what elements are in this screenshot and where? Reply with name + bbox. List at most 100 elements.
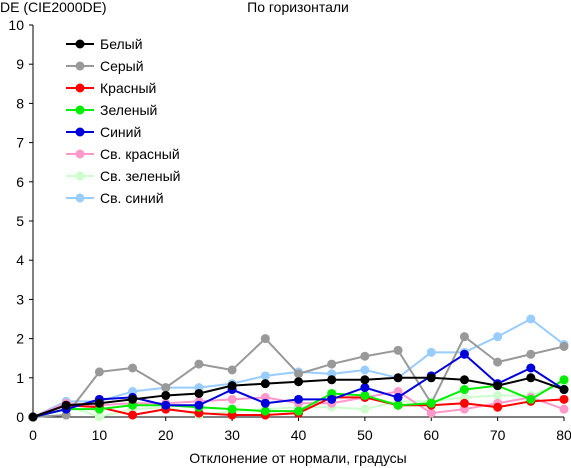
data-point xyxy=(426,398,436,408)
data-point xyxy=(493,390,503,400)
x-tick-label: 30 xyxy=(224,427,240,443)
legend-item: Св. зеленый xyxy=(66,168,180,184)
data-point xyxy=(227,365,237,375)
data-point xyxy=(559,404,569,414)
data-point xyxy=(227,404,237,414)
data-point xyxy=(294,406,303,416)
legend-label: Св. синий xyxy=(100,190,164,206)
legend-item: Белый xyxy=(66,36,143,52)
data-point xyxy=(493,381,503,391)
data-point xyxy=(294,369,303,379)
y-tick-label: 10 xyxy=(8,17,24,33)
y-tick-label: 2 xyxy=(16,331,24,347)
y-tick-label: 8 xyxy=(16,95,24,111)
y-tick-label: 5 xyxy=(16,213,24,229)
y-tick-label: 1 xyxy=(16,370,24,386)
x-axis-label: Отклонение от нормали, градусы xyxy=(189,450,406,466)
data-point xyxy=(426,347,436,357)
data-point xyxy=(61,400,71,410)
data-point xyxy=(459,398,469,408)
data-point xyxy=(327,394,337,404)
y-tick-label: 7 xyxy=(16,135,24,151)
data-point xyxy=(227,381,237,391)
data-point xyxy=(260,406,270,416)
data-point xyxy=(526,373,536,383)
y-tick-label: 3 xyxy=(16,291,24,307)
data-point xyxy=(493,357,503,367)
x-tick-label: 20 xyxy=(158,427,174,443)
series-1 xyxy=(28,373,569,422)
data-point xyxy=(260,371,270,381)
data-point xyxy=(360,383,370,393)
data-point xyxy=(493,332,503,342)
data-point xyxy=(559,375,569,385)
y-axis-label: DE (CIE2000DE) xyxy=(0,0,107,15)
data-point xyxy=(526,314,536,324)
legend-label: Св. зеленый xyxy=(100,168,180,184)
legend-item: Св. синий xyxy=(66,190,164,206)
data-point xyxy=(426,408,436,418)
legend-label: Белый xyxy=(100,36,143,52)
legend-label: Серый xyxy=(100,58,144,74)
data-point xyxy=(194,400,204,410)
data-point xyxy=(227,394,237,404)
data-point xyxy=(260,379,270,389)
legend-label: Зеленый xyxy=(100,102,157,118)
x-tick-label: 0 xyxy=(29,427,37,443)
data-point xyxy=(559,385,569,395)
x-tick-label: 10 xyxy=(92,427,108,443)
legend-item: Синий xyxy=(66,124,141,140)
data-point xyxy=(327,359,337,369)
legend-marker xyxy=(75,39,85,49)
data-point xyxy=(161,400,171,410)
data-point xyxy=(94,398,104,408)
data-point xyxy=(260,334,270,344)
data-point xyxy=(94,412,104,422)
y-tick-label: 4 xyxy=(16,252,24,268)
data-point xyxy=(327,375,337,385)
series-2 xyxy=(28,332,569,422)
data-point xyxy=(294,377,303,387)
data-point xyxy=(426,373,436,383)
x-tick-label: 70 xyxy=(490,427,506,443)
legend-label: Синий xyxy=(100,124,141,140)
data-point xyxy=(360,404,370,414)
data-point xyxy=(161,383,171,393)
data-point xyxy=(128,363,138,373)
legend-item: Серый xyxy=(66,58,144,74)
y-tick-label: 0 xyxy=(16,409,24,425)
data-point xyxy=(393,345,403,355)
data-point xyxy=(393,400,403,410)
data-point xyxy=(194,388,204,398)
legend: Белый Серый Красный Зеленый Синий Св. красный… xyxy=(66,36,180,206)
x-tick-label: 40 xyxy=(291,427,307,443)
legend-label: Св. красный xyxy=(100,146,180,162)
data-point xyxy=(360,351,370,361)
data-point xyxy=(493,402,503,412)
data-point xyxy=(260,398,270,408)
data-point xyxy=(28,412,38,422)
data-point xyxy=(294,394,303,404)
x-tick-label: 50 xyxy=(357,427,373,443)
x-tick-label: 60 xyxy=(423,427,439,443)
legend-item: Красный xyxy=(66,80,156,96)
series-layer xyxy=(28,314,569,422)
data-point xyxy=(194,359,204,369)
legend-marker xyxy=(75,61,85,71)
y-tick-label: 9 xyxy=(16,56,24,72)
data-point xyxy=(128,394,138,404)
data-point xyxy=(161,390,171,400)
axes: 0 1 2 3 4 5 6 7 8 9 10 0 10 20 30 40 50 60 70 80 xyxy=(8,17,571,443)
data-point xyxy=(360,375,370,385)
data-point xyxy=(360,365,370,375)
data-point xyxy=(459,385,469,395)
chart-title: По горизонтали xyxy=(247,0,349,15)
data-point xyxy=(559,394,569,404)
legend-item: Зеленый xyxy=(66,102,157,118)
legend-marker xyxy=(75,149,85,159)
data-point xyxy=(459,332,469,342)
data-point xyxy=(459,375,469,385)
legend-marker xyxy=(75,127,85,137)
legend-marker xyxy=(75,193,85,203)
